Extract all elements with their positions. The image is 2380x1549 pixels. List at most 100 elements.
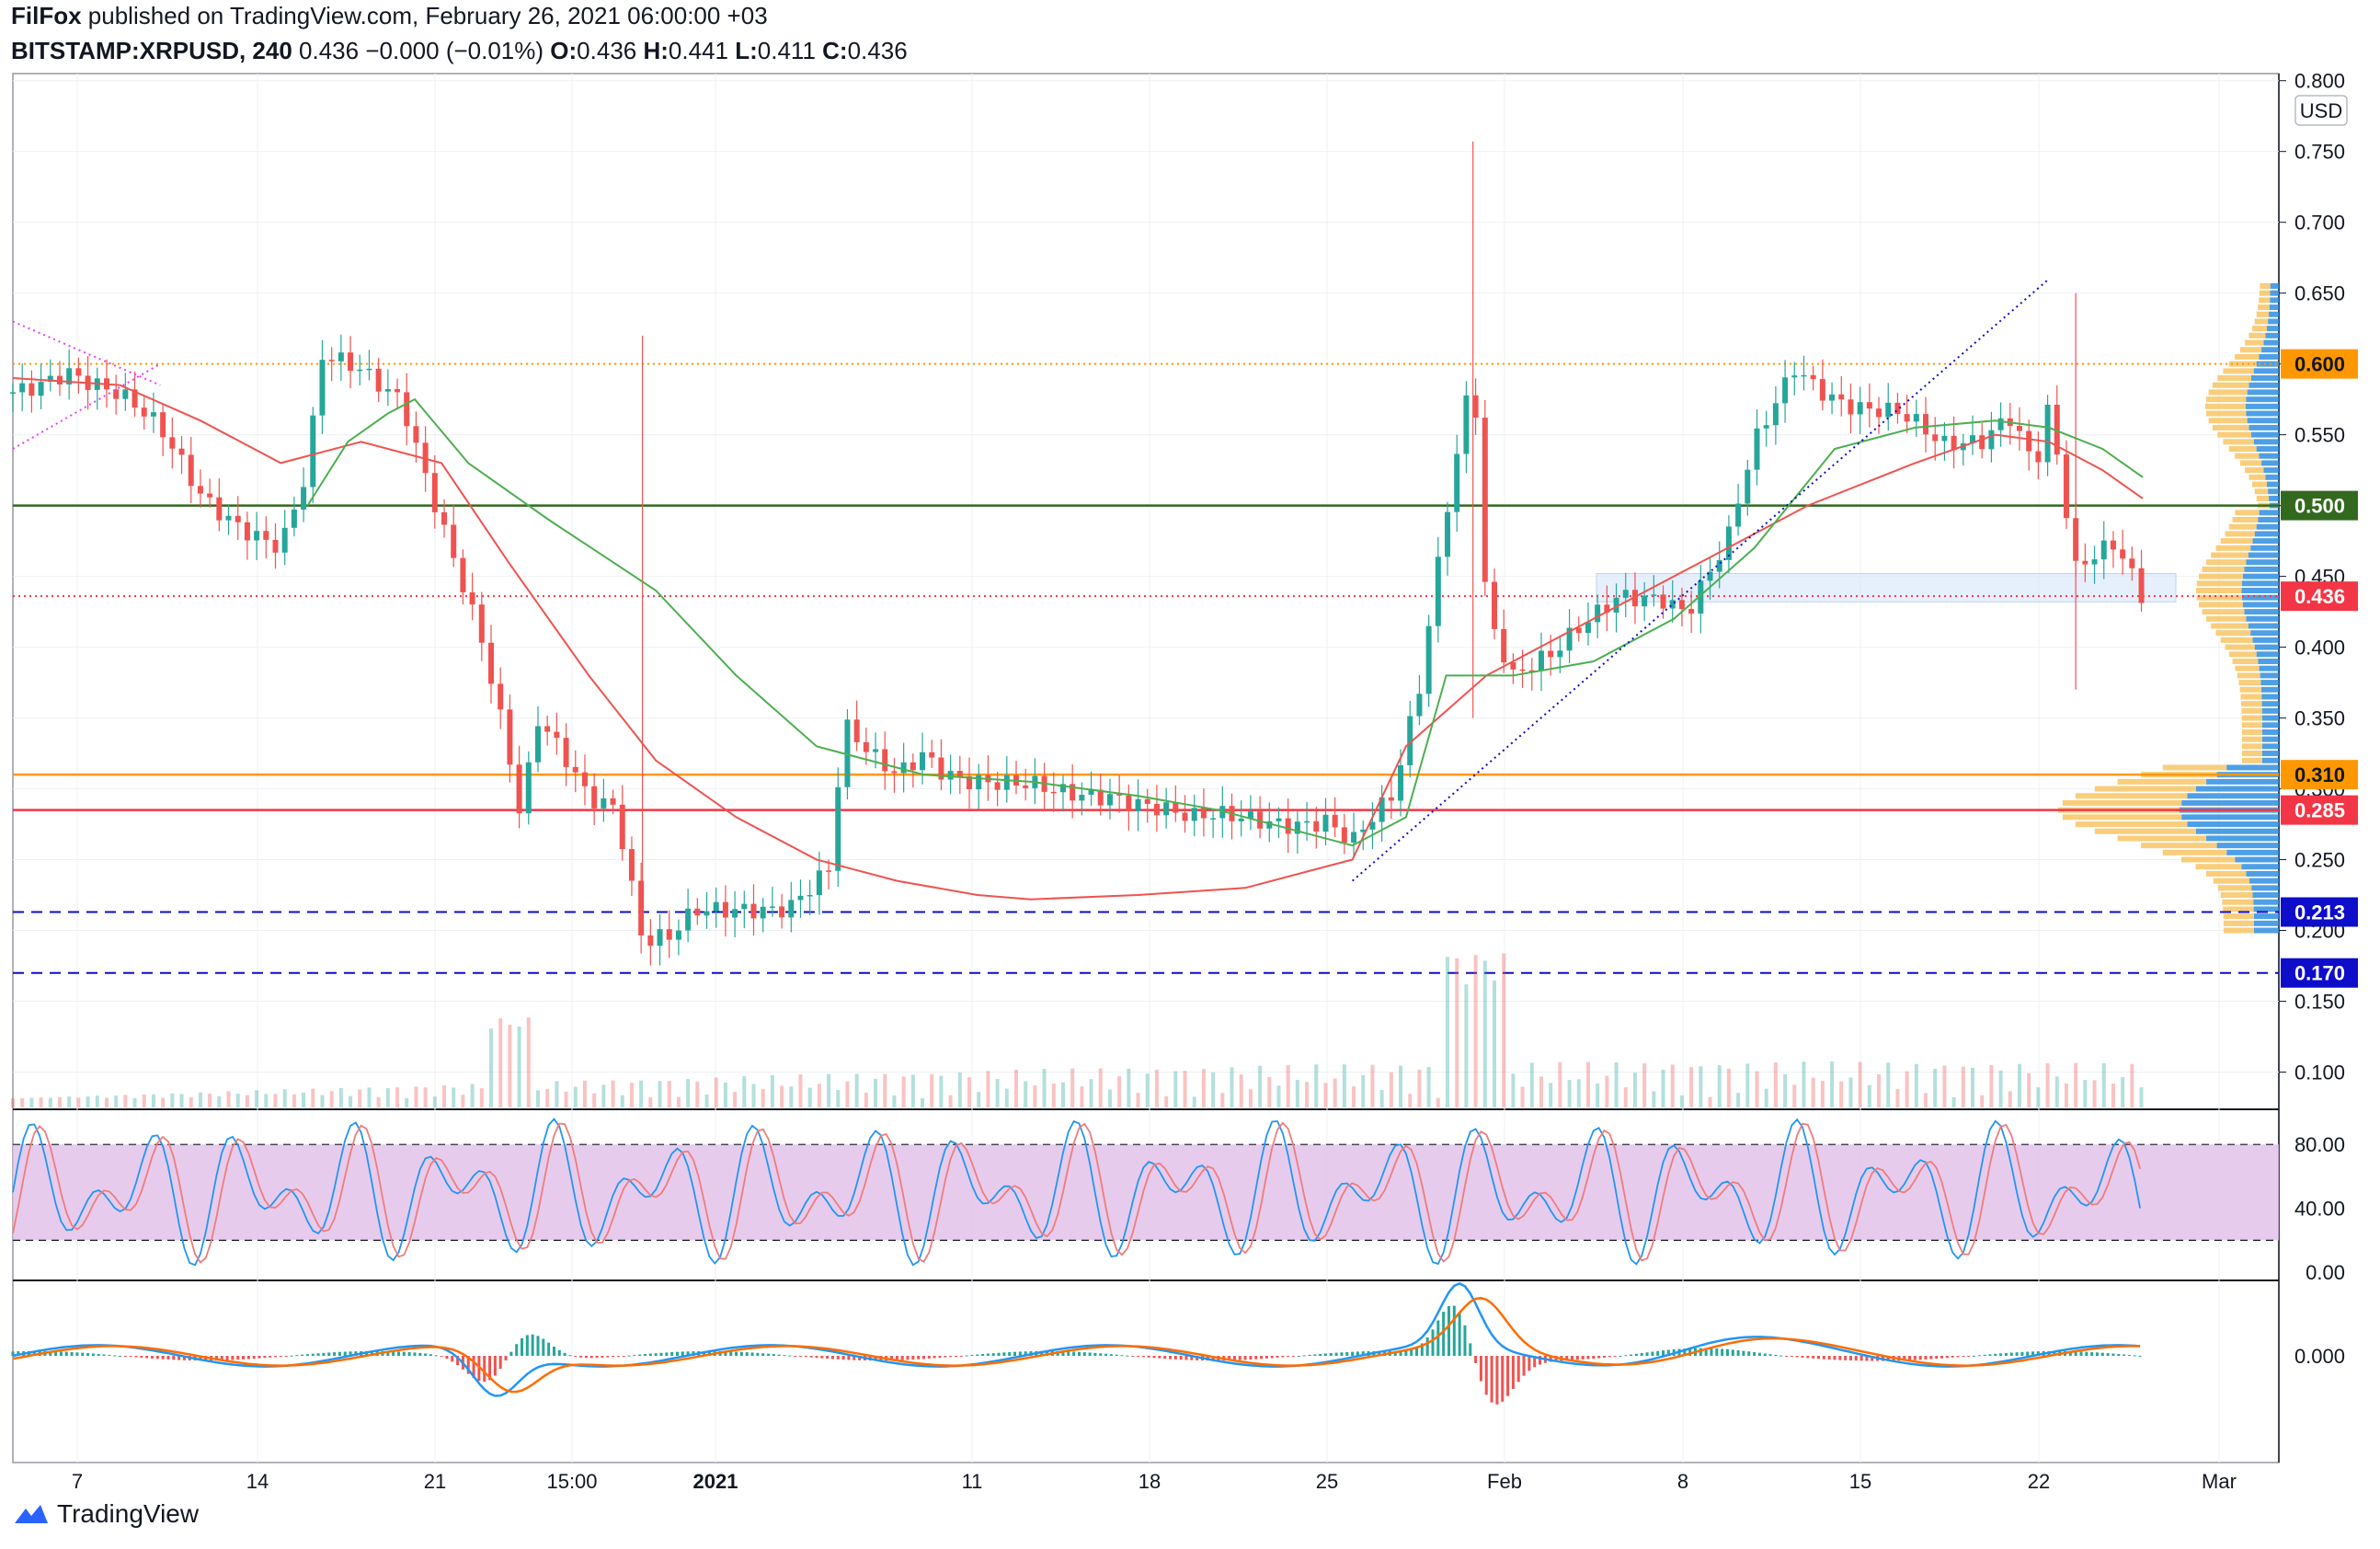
macd-hist-bar: [1104, 1353, 1108, 1356]
tradingview-logo[interactable]: TradingView: [13, 1499, 199, 1529]
candle-body: [1725, 526, 1732, 560]
macd-hist-bar: [402, 1351, 406, 1356]
candle-body: [235, 515, 241, 522]
macd-hist-bar: [1378, 1350, 1381, 1356]
candle-body: [469, 591, 475, 605]
macd-hist-bar: [1602, 1356, 1606, 1358]
vp-bar: [2261, 751, 2279, 757]
macd-hist-bar: [531, 1334, 534, 1356]
macd-hist-bar: [269, 1356, 272, 1358]
volume-bar: [714, 1077, 718, 1107]
vp-bar: [2263, 467, 2279, 474]
vp-bar: [2228, 446, 2257, 453]
macd-hist-bar: [959, 1356, 963, 1357]
macd-hist-bar: [1463, 1325, 1467, 1356]
vp-bar: [2261, 707, 2279, 714]
macd-hist-bar: [900, 1356, 904, 1360]
candle-body: [1097, 789, 1104, 806]
macd-hist-bar: [1908, 1356, 1912, 1360]
volume-bar: [1473, 955, 1478, 1107]
price-tick-label: 0.150: [2294, 991, 2345, 1014]
macd-hist-bar: [830, 1356, 834, 1360]
volume-bar: [517, 1027, 521, 1107]
candle-body: [572, 766, 578, 773]
volume-bar: [1033, 1085, 1037, 1107]
macd-hist-bar: [2031, 1351, 2035, 1356]
candle-body: [169, 437, 176, 449]
candle-body: [216, 497, 223, 521]
symbol-name[interactable]: BITSTAMP:XRPUSD, 240: [11, 37, 292, 64]
candle-body: [10, 392, 16, 394]
price-tick-label: 0.550: [2294, 424, 2345, 447]
vp-bar: [2259, 290, 2271, 296]
vp-bar: [2094, 828, 2196, 834]
candle-body: [1810, 374, 1816, 380]
candle-body: [797, 895, 804, 901]
macd-hist-bar: [729, 1351, 733, 1356]
volume-bar: [29, 1097, 34, 1107]
volume-bar: [1426, 1066, 1431, 1107]
candle-body: [348, 352, 354, 372]
macd-hist-bar: [965, 1355, 968, 1357]
candle-body: [657, 929, 663, 947]
volume-bar: [1773, 1061, 1778, 1107]
vp-bar: [2260, 672, 2279, 679]
macd-hist-bar: [1822, 1356, 1825, 1360]
volume-bar: [1820, 1081, 1825, 1107]
volume-bar: [1493, 980, 1497, 1107]
candle-body: [451, 524, 457, 558]
candle-body: [826, 870, 832, 872]
vp-bar: [2258, 304, 2270, 311]
vp-bar: [2269, 304, 2279, 311]
volume-bar: [86, 1096, 90, 1107]
volume-bar: [461, 1095, 465, 1107]
macd-hist-bar: [338, 1351, 341, 1356]
volume-bar: [1567, 1080, 1572, 1107]
macd-hist-bar: [616, 1356, 620, 1357]
macd-hist-bar: [638, 1354, 642, 1356]
macd-hist-bar: [182, 1356, 186, 1360]
volume-bar: [1839, 1081, 1844, 1107]
candle-body: [2035, 451, 2042, 463]
volume-bar: [910, 1074, 915, 1107]
volume-bar: [874, 1078, 878, 1107]
candle-body: [1070, 784, 1076, 801]
candle-body: [1932, 434, 1939, 442]
macd-hist-bar: [659, 1352, 663, 1356]
volume-bar: [2036, 1087, 2041, 1107]
macd-hist-bar: [1871, 1356, 1874, 1361]
currency-badge: [2294, 95, 2348, 126]
candle-body: [947, 771, 954, 780]
macd-hist-bar: [1565, 1356, 1569, 1360]
volume-bar: [1361, 1075, 1366, 1107]
macd-hist-bar: [686, 1351, 690, 1356]
macd-hist-bar: [1511, 1356, 1515, 1390]
author-name[interactable]: FilFox: [11, 2, 82, 29]
volume-bar: [1652, 1091, 1656, 1107]
candle-body: [628, 849, 635, 881]
candle-body: [994, 782, 1001, 790]
macd-hist-bar: [1002, 1352, 1006, 1356]
candle-body: [1472, 395, 1479, 419]
vp-bar: [2141, 843, 2217, 849]
candle-body: [478, 604, 485, 643]
time-tick-label: 22: [2028, 1470, 2050, 1493]
macd-hist-bar: [1929, 1356, 1933, 1360]
macd-hist-bar: [1120, 1355, 1124, 1357]
volume-bar: [1783, 1073, 1788, 1107]
candle-body: [498, 683, 504, 710]
macd-hist-bar: [612, 1356, 615, 1358]
vp-bar: [2258, 658, 2279, 664]
macd-hist-bar: [1865, 1356, 1869, 1361]
volume-bar: [1070, 1068, 1075, 1107]
vp-bar: [2253, 899, 2279, 905]
candle-body: [1445, 511, 1451, 557]
vp-bar: [2220, 637, 2253, 643]
macd-hist-bar: [236, 1356, 240, 1360]
vp-bar: [2206, 559, 2247, 566]
candle-body: [1059, 784, 1066, 793]
macd-hist-bar: [1753, 1351, 1756, 1356]
macd-hist-bar: [1844, 1356, 1848, 1360]
candle-body: [1754, 428, 1760, 470]
